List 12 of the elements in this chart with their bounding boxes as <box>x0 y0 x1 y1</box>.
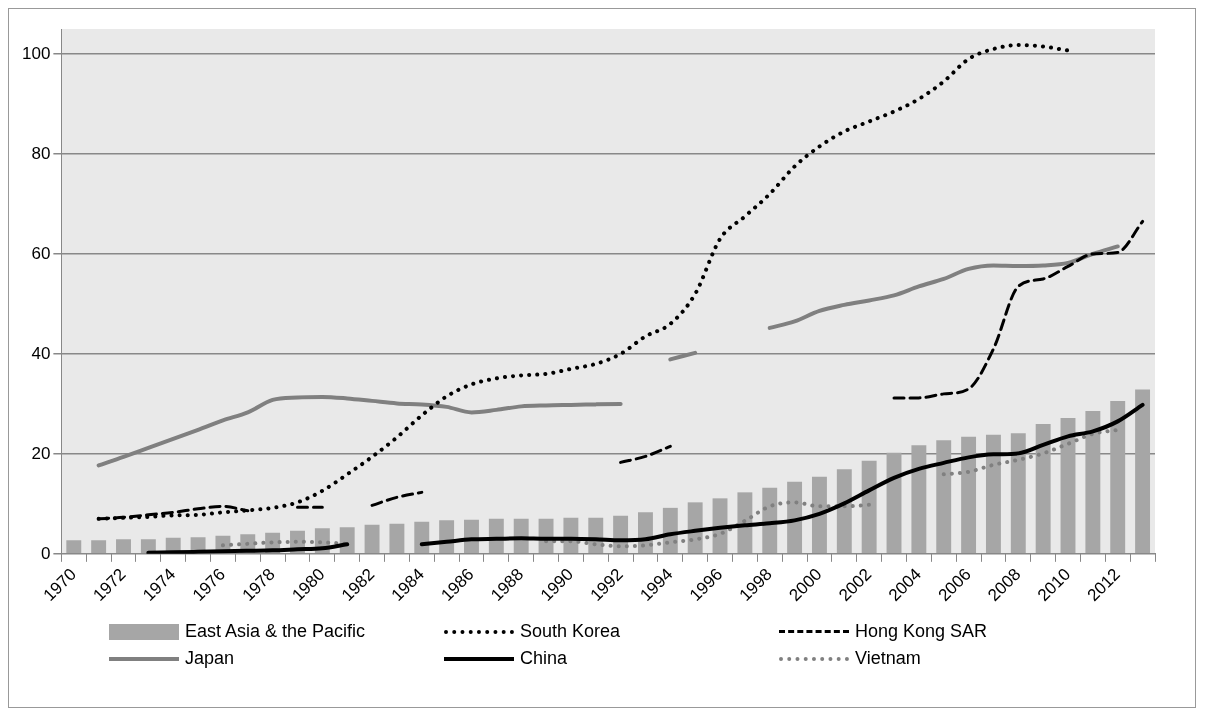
legend-label: China <box>520 648 568 669</box>
legend-label: Hong Kong SAR <box>855 621 988 642</box>
legend-label: South Korea <box>520 621 621 642</box>
y-tick-label: 20 <box>31 443 51 463</box>
y-tick-label: 100 <box>21 43 51 63</box>
legend-label: East Asia & the Pacific <box>185 621 366 642</box>
legend-label: Vietnam <box>855 648 921 669</box>
y-tick-label: 40 <box>31 343 51 363</box>
y-tick-label: 60 <box>31 243 51 263</box>
y-tick-label: 80 <box>31 143 51 163</box>
y-tick-label: 0 <box>40 543 51 563</box>
legend-label: Japan <box>185 648 235 669</box>
